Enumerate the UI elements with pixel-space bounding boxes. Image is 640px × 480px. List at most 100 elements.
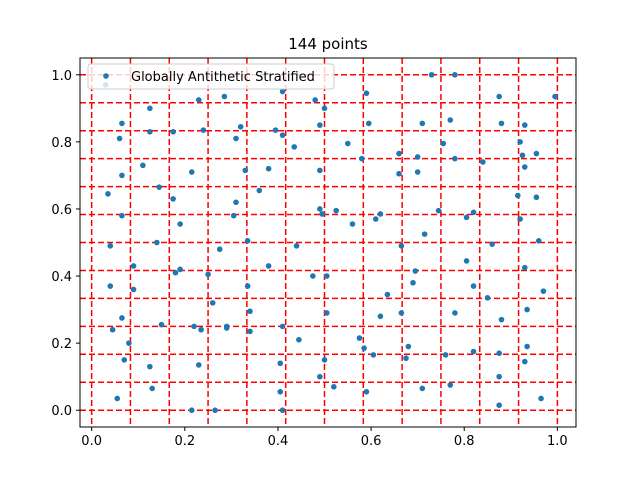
data-point	[470, 348, 477, 355]
data-point	[156, 184, 162, 190]
data-point	[363, 388, 370, 395]
data-point	[172, 269, 179, 276]
data-point	[521, 264, 528, 271]
data-point	[147, 363, 153, 370]
data-point	[200, 127, 207, 133]
data-point	[519, 152, 526, 159]
data-point	[119, 172, 125, 179]
x-tick-label: 0.6	[361, 434, 382, 449]
data-point	[533, 194, 540, 201]
data-point	[324, 273, 330, 279]
legend-label: Globally Antithetic Stratified	[131, 70, 315, 85]
data-point	[177, 266, 183, 273]
data-point	[489, 241, 495, 247]
data-point	[344, 140, 351, 147]
data-point	[317, 167, 323, 174]
data-point	[105, 191, 111, 197]
data-point	[310, 273, 316, 279]
y-tick-label: 0.6	[51, 203, 72, 218]
data-point	[517, 139, 523, 145]
data-point	[321, 105, 328, 112]
data-point	[470, 283, 477, 289]
legend-marker	[103, 73, 109, 79]
data-point	[205, 271, 211, 278]
data-point	[452, 71, 458, 78]
data-point	[398, 243, 405, 249]
data-point	[435, 207, 442, 214]
data-point	[195, 362, 202, 368]
data-point	[223, 325, 230, 331]
y-tick-label: 0.0	[51, 404, 72, 419]
data-point	[517, 216, 523, 222]
data-point	[447, 117, 454, 123]
data-point	[484, 295, 491, 301]
data-point	[140, 162, 146, 169]
data-point	[216, 246, 223, 253]
data-point	[319, 211, 325, 217]
data-point	[349, 221, 356, 227]
y-tick-label: 0.4	[51, 270, 72, 285]
data-point	[265, 165, 272, 172]
data-point	[365, 120, 372, 127]
data-point	[119, 212, 125, 219]
data-point	[154, 239, 160, 246]
data-point	[147, 129, 153, 135]
data-point	[496, 373, 502, 380]
data-point	[114, 395, 121, 402]
data-point	[230, 212, 237, 219]
data-point	[277, 388, 284, 395]
data-point	[107, 283, 114, 289]
data-point	[170, 196, 176, 202]
data-point	[470, 209, 477, 216]
data-point	[452, 310, 458, 316]
data-point	[419, 385, 426, 392]
data-point	[209, 300, 216, 306]
data-point	[405, 343, 412, 350]
data-point	[414, 169, 421, 175]
data-point	[524, 306, 530, 313]
y-tick-label: 0.2	[51, 337, 72, 352]
data-point	[293, 243, 300, 249]
data-point	[147, 105, 153, 112]
data-point	[188, 169, 195, 175]
legend: Globally Antithetic Stratified	[87, 63, 335, 90]
data-point	[242, 167, 249, 174]
data-point	[538, 395, 544, 402]
data-point	[377, 211, 384, 217]
data-point	[277, 360, 284, 367]
data-point	[279, 88, 286, 95]
data-point	[158, 321, 165, 328]
data-point	[191, 323, 197, 330]
data-point	[521, 122, 528, 128]
data-point	[442, 352, 449, 358]
x-tick-label: 1.0	[547, 434, 568, 449]
data-point	[291, 144, 298, 150]
data-point	[521, 358, 528, 365]
data-point	[447, 382, 454, 388]
data-point	[130, 286, 137, 293]
data-point	[272, 127, 279, 133]
data-point	[198, 326, 204, 333]
data-points	[102, 71, 558, 414]
data-point	[312, 97, 318, 103]
chart-title: 144 points	[288, 35, 368, 53]
data-point	[552, 93, 558, 100]
data-point	[195, 97, 202, 103]
data-point	[440, 140, 447, 147]
data-point	[265, 263, 272, 269]
data-point	[107, 243, 114, 249]
data-point	[452, 155, 458, 162]
data-point	[463, 214, 470, 221]
data-point	[109, 326, 116, 333]
data-point	[333, 207, 339, 214]
data-point	[188, 407, 195, 414]
data-point	[514, 192, 521, 199]
data-point	[370, 352, 377, 358]
data-point	[496, 402, 502, 408]
data-point	[412, 268, 419, 274]
data-point	[498, 316, 505, 323]
data-point	[244, 238, 251, 244]
data-point	[149, 385, 155, 392]
data-point	[496, 350, 502, 357]
